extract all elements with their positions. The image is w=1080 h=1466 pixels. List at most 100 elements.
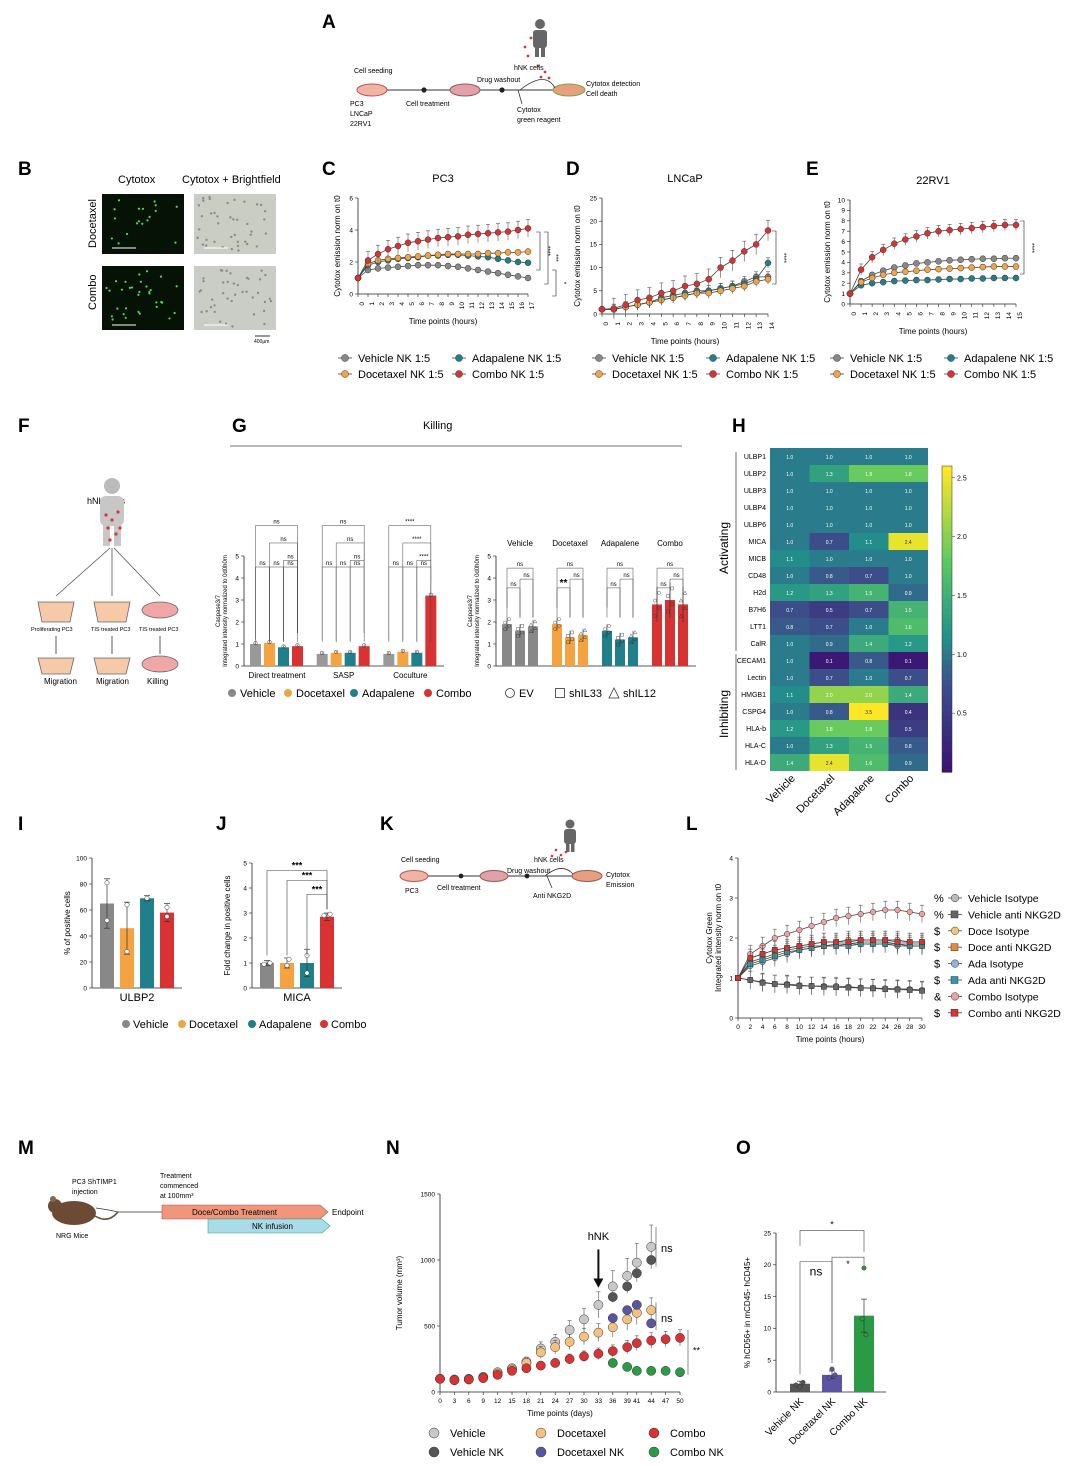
treatment-bar [161,1204,329,1220]
legend-label: Vehicle [240,688,275,700]
data-point [857,985,864,991]
chart-title: PC3 [432,173,453,185]
x-tick-label: 14 [1006,312,1013,320]
chart-ulbp2: 0 20 40 60 80 100 % of positive cells ULBP2 [63,855,182,1004]
cell-dot [137,207,141,210]
legend-label: Vehicle NK 1:5 [612,353,684,365]
data-point [348,649,353,654]
cell-seeding-label: Cell seeding [354,68,393,75]
legend-prefix: $ [934,942,940,954]
data-point [657,591,661,595]
heat-cell [888,703,928,720]
x-tick-label: 24 [882,1024,890,1031]
legend-label: shIL12 [623,688,656,700]
data-point [622,1281,633,1292]
data-point [124,902,130,908]
data-point [295,643,300,648]
cell-dot [264,273,267,277]
cell-dot [145,270,149,273]
data-point [524,248,532,255]
bar-ev [502,624,512,666]
x-tick-label: 10 [962,312,969,320]
sig-bracket [266,870,328,956]
legend-label: shIL33 [569,688,602,700]
x-tick-label: 0 [603,322,610,326]
data-point [957,264,964,272]
dish-icon [449,83,481,97]
heat-value: 1.0 [826,455,833,461]
heat-cell [809,584,849,601]
x-tick-label: 39 [624,1398,632,1405]
data-point [494,229,502,236]
data-point [833,984,839,991]
bar-shil12 [628,637,638,666]
colorbar-segment [942,583,952,589]
col-title-cytotox: Cytotox [118,174,156,186]
data-point [882,986,889,993]
panel-label-b: B [18,159,32,180]
x-tick-label: 0 [851,312,858,316]
heat-value: 0.9 [905,591,912,597]
cell-dot [160,300,163,304]
heat-value: 3.5 [865,710,872,716]
cell-dot [175,205,178,208]
outcome-migration-1: Migration [44,677,77,686]
legend-label: Vehicle anti NKG2D [968,909,1061,921]
cell-dot [137,310,140,314]
cell-dot [263,210,267,213]
data-point [444,262,452,270]
y-tick-label: 3 [841,270,845,277]
legend-label: Combo NK 1:5 [964,369,1036,381]
x-tick-label: 14 [820,1024,828,1031]
data-point [320,650,325,656]
data-point [646,1241,657,1252]
data-point [607,1281,618,1292]
panel-label-k: K [380,814,394,835]
colorbar-segment [942,471,952,477]
chart-mica: 0 1 2 3 4 5 Fold change in positive cells MICA *… [223,860,342,1004]
heat-cell [888,516,928,533]
y-tick-label: 0 [83,985,87,992]
data-point [454,250,462,258]
annotation-arrowhead [593,1278,604,1288]
y-tick-label: 0 [243,985,247,992]
data-point [327,911,333,917]
data-point [566,640,570,645]
data-point [286,956,292,962]
data-point [859,1316,865,1322]
data-point [582,628,588,632]
y-axis-label: Cytotox emission norm on t0 [573,205,582,307]
data-point [374,265,382,272]
k-emission-2: Emission [606,882,635,889]
heat-value: 1.1 [786,693,793,699]
bar-adapalene [344,652,356,666]
data-point [924,259,931,266]
x-tick-label: 4 [895,312,902,316]
data-point [660,1366,671,1376]
sig-bracket [255,566,270,642]
data-point [979,255,987,263]
cell-dot [249,233,252,236]
cell-dot [202,277,205,280]
heat-cell [888,533,928,550]
y-tick-label: 20 [80,959,88,966]
heat-cell [809,703,849,720]
heat-cell [809,533,849,550]
cell-dot [124,316,127,319]
data-point [796,983,803,989]
bar-vehicle [383,653,395,666]
x-tick-label: 5 [409,302,416,306]
heat-value: 1.0 [865,506,872,512]
sig-label: ns [393,561,399,567]
x-tick-label: 7 [686,322,693,326]
data-point [374,250,382,258]
outcome-migration-2: Migration [96,677,129,686]
data-point [532,619,538,624]
colorbar-segment [942,517,952,523]
sig-bracket [519,578,534,618]
data-point [771,947,778,953]
y-tick-label: 0 [729,1015,733,1022]
colorbar-segment [942,537,952,544]
heat-cell [809,635,849,652]
sig-label: **** [405,520,415,526]
